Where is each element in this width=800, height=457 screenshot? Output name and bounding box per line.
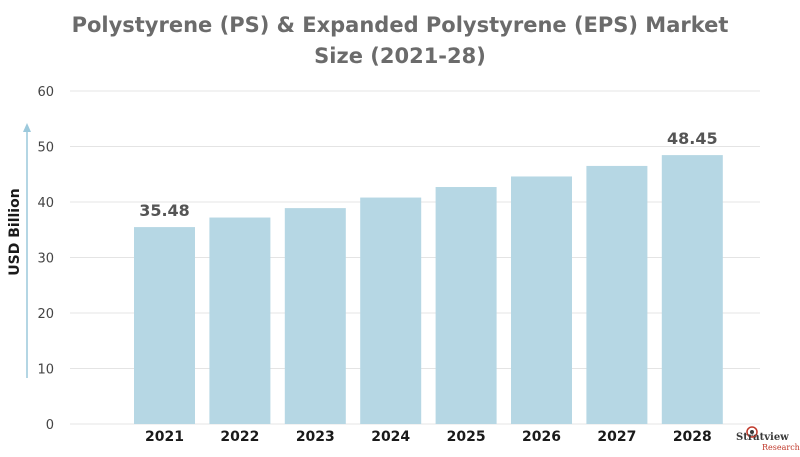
- stratview-logo: Stratview Research: [736, 424, 800, 454]
- x-tick-label: 2024: [371, 429, 410, 445]
- x-tick-label: 2021: [145, 429, 184, 445]
- y-tick-label: 0: [46, 418, 54, 433]
- chart-title: Polystyrene (PS) & Expanded Polystyrene …: [0, 10, 800, 72]
- data-label: 48.45: [667, 129, 718, 148]
- y-tick-label: 50: [37, 141, 54, 156]
- chart-title-line-1: Polystyrene (PS) & Expanded Polystyrene …: [71, 13, 729, 37]
- x-tick-label: 2025: [447, 429, 486, 445]
- bar-2021: [134, 227, 195, 424]
- bar-2022: [209, 217, 271, 424]
- logo-subtitle: Research: [762, 443, 800, 452]
- y-axis-label: USD Billion: [7, 188, 23, 275]
- bar-2026: [511, 176, 572, 424]
- bar-2024: [360, 197, 422, 424]
- bar-2027: [586, 165, 648, 425]
- x-tick-label: 2023: [296, 429, 335, 445]
- x-tick-label: 2026: [522, 429, 561, 445]
- x-tick-label: 2022: [220, 429, 259, 445]
- y-tick-label: 60: [37, 85, 54, 100]
- bar-2028: [661, 155, 723, 425]
- bar-2025: [435, 187, 497, 424]
- data-label: 35.48: [139, 201, 190, 220]
- x-tick-label: 2028: [673, 429, 712, 445]
- y-tick-label: 20: [37, 307, 54, 322]
- y-tick-label: 10: [37, 363, 54, 378]
- y-tick-label: 40: [37, 196, 54, 211]
- logo-name: Stratview: [736, 432, 789, 443]
- y-axis-arrow-head-icon: [23, 123, 31, 132]
- bar-2023: [284, 208, 346, 424]
- logo-mark-icon: [746, 426, 758, 438]
- chart-title-line-2: Size (2021-28): [314, 44, 486, 68]
- y-tick-label: 30: [37, 252, 54, 267]
- x-tick-label: 2027: [597, 429, 636, 445]
